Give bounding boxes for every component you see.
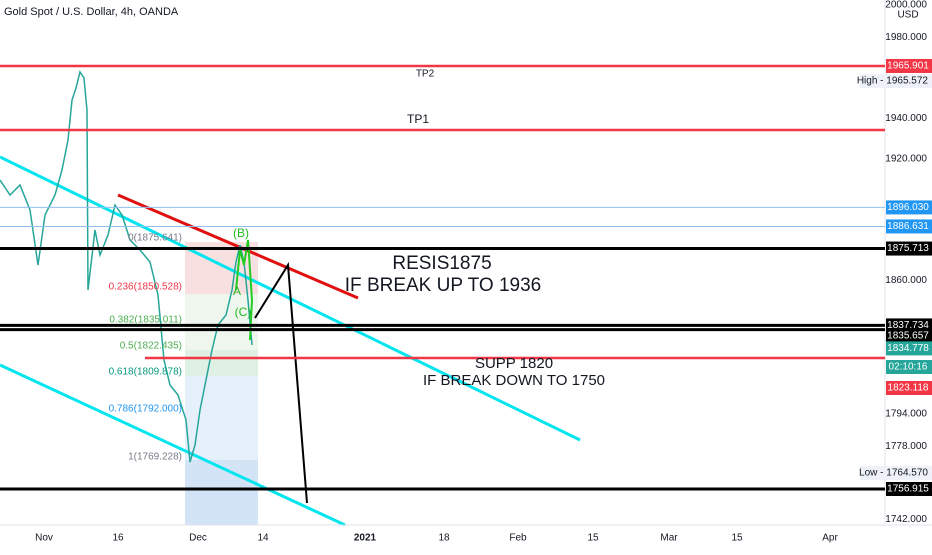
time-label: 14 bbox=[257, 533, 269, 544]
countdown-tag bbox=[886, 360, 932, 374]
price-tag-label: 1756.915 bbox=[887, 484, 929, 495]
time-label: Mar bbox=[660, 533, 678, 544]
time-label: 16 bbox=[112, 533, 124, 544]
supp-note: IF BREAK DOWN TO 1750 bbox=[423, 372, 605, 389]
price-tick-label: 1778.000 bbox=[885, 441, 927, 452]
price-tag-label: 1965.901 bbox=[887, 61, 929, 72]
price-tick-label: 1940.000 bbox=[885, 113, 927, 124]
price-tick-label: 1742.000 bbox=[885, 514, 927, 525]
wave-drawing bbox=[235, 239, 254, 341]
resis-note: IF BREAK UP TO 1936 bbox=[345, 275, 541, 296]
price-tag-label: 1875.713 bbox=[887, 243, 929, 254]
price-tag bbox=[886, 381, 932, 396]
low-label: Low - 1764.570 bbox=[859, 468, 928, 479]
resis-label: RESIS1875 bbox=[392, 253, 491, 274]
price-tag-label: 1896.030 bbox=[887, 202, 929, 213]
high-label: High - 1965.572 bbox=[857, 76, 929, 87]
time-label: 15 bbox=[731, 533, 743, 544]
fib-label: 0(1875.641) bbox=[128, 233, 182, 244]
time-label: Nov bbox=[35, 533, 53, 544]
fib-label: 0.382(1835.011) bbox=[109, 315, 182, 326]
fib-label: 0.5(1822.435) bbox=[120, 341, 182, 352]
time-label: 2021 bbox=[354, 533, 377, 544]
projection-path bbox=[254, 261, 308, 504]
wave-a: A bbox=[233, 284, 241, 298]
currency: USD bbox=[897, 10, 918, 21]
fib-label: 0.236(1850.528) bbox=[109, 282, 182, 293]
price-tag bbox=[886, 219, 932, 234]
time-label: Feb bbox=[509, 533, 527, 544]
price-tick-label: 1920.000 bbox=[885, 154, 927, 165]
price-tag-label: 1886.631 bbox=[887, 221, 929, 232]
fib-label: 0.786(1792.000) bbox=[109, 404, 182, 415]
high-box bbox=[860, 74, 932, 88]
countdown: 02:10:16 bbox=[889, 362, 928, 373]
price-tag-label: 1823.118 bbox=[888, 383, 929, 394]
price-tag bbox=[886, 328, 932, 343]
price-path bbox=[0, 70, 253, 463]
price-tag bbox=[886, 200, 932, 215]
price-tag-label: 1837.734 bbox=[887, 320, 929, 331]
price-tag-label: 1835.657 bbox=[887, 330, 929, 341]
fib-label: 1(1769.228) bbox=[128, 452, 182, 463]
price-tag bbox=[886, 482, 932, 496]
price-tag bbox=[886, 241, 932, 256]
resistance-trendline bbox=[117, 193, 359, 300]
price-tick-label: 2000.000 bbox=[885, 0, 927, 11]
time-label: 18 bbox=[438, 533, 450, 544]
low-box bbox=[860, 466, 932, 480]
time-label: Apr bbox=[822, 533, 838, 544]
symbol-title: Gold Spot / U.S. Dollar, 4h, OANDA bbox=[4, 6, 179, 18]
price-tick-label: 1980.000 bbox=[885, 32, 927, 43]
tp2-label: TP2 bbox=[416, 69, 435, 80]
time-label: 15 bbox=[587, 533, 599, 544]
price-tag-label: 1834.778 bbox=[887, 343, 929, 354]
tp1-label: TP1 bbox=[407, 112, 429, 126]
price-tick-label: 1860.000 bbox=[885, 275, 927, 286]
supp-label: SUPP 1820 bbox=[475, 355, 553, 372]
price-tag bbox=[886, 341, 932, 356]
time-label: Dec bbox=[189, 533, 207, 544]
channel-lower bbox=[0, 363, 346, 527]
price-axis bbox=[885, 0, 932, 550]
wave-c: (C) bbox=[235, 305, 252, 319]
price-tag bbox=[886, 59, 932, 73]
fib-label: 0.618(1809.878) bbox=[109, 367, 182, 378]
wave-b: (B) bbox=[233, 226, 249, 240]
price-tick-label: 1794.000 bbox=[885, 409, 927, 420]
